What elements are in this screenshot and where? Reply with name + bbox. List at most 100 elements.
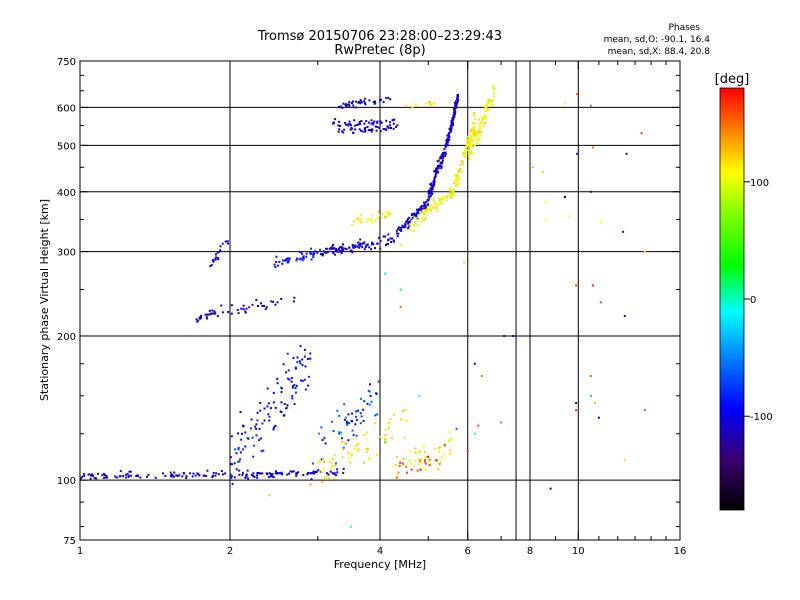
data-point — [395, 475, 398, 477]
data-point — [450, 196, 453, 199]
data-point — [395, 476, 398, 479]
data-point — [402, 458, 405, 460]
data-point — [477, 122, 480, 125]
data-point — [470, 129, 473, 131]
data-point — [374, 100, 376, 103]
data-point — [563, 102, 566, 105]
data-point — [250, 474, 253, 477]
data-point — [415, 211, 418, 214]
data-point — [449, 437, 452, 440]
data-point — [384, 433, 387, 436]
data-point — [446, 141, 449, 144]
data-point — [359, 102, 362, 105]
data-point — [420, 207, 423, 210]
data-point — [351, 100, 354, 103]
data-point — [237, 312, 240, 315]
data-point — [229, 473, 232, 476]
data-point — [512, 335, 515, 337]
data-point — [452, 124, 455, 127]
data-point — [263, 407, 266, 410]
data-point — [424, 451, 426, 454]
data-point — [269, 473, 272, 476]
data-points — [80, 84, 646, 528]
data-point — [448, 132, 451, 135]
data-point — [450, 193, 453, 196]
data-point — [338, 250, 340, 253]
data-point — [290, 380, 293, 383]
data-point — [431, 187, 434, 190]
data-point — [229, 456, 232, 459]
data-point — [425, 209, 428, 212]
data-point — [398, 465, 401, 467]
data-point — [359, 213, 362, 216]
data-point — [392, 413, 395, 416]
data-point — [292, 470, 295, 473]
data-point — [473, 129, 476, 131]
data-point — [435, 206, 438, 209]
data-point — [298, 250, 301, 253]
data-point — [212, 260, 215, 263]
data-point — [435, 202, 438, 205]
data-point — [351, 224, 353, 226]
data-point — [440, 167, 443, 170]
data-point — [226, 240, 229, 243]
data-point — [486, 108, 489, 111]
data-point — [443, 442, 446, 445]
data-point — [197, 473, 200, 476]
data-point — [452, 191, 455, 194]
data-point — [185, 475, 188, 478]
data-point — [368, 403, 371, 406]
data-point — [377, 210, 380, 213]
data-point — [331, 420, 334, 423]
data-point — [440, 456, 443, 459]
data-point — [431, 190, 434, 193]
data-point — [244, 431, 247, 434]
y-tick-label: 600 — [57, 103, 76, 114]
data-point — [272, 428, 275, 431]
data-point — [231, 474, 233, 477]
data-point — [427, 198, 430, 201]
data-point — [367, 121, 370, 124]
data-point — [239, 451, 242, 454]
data-point — [544, 201, 547, 204]
data-point — [454, 180, 457, 183]
data-point — [292, 300, 295, 303]
data-point — [393, 118, 396, 121]
data-point — [248, 306, 251, 309]
data-point — [371, 241, 373, 244]
data-point — [162, 472, 164, 475]
data-point — [130, 474, 133, 477]
colorbar-tick-label: -100 — [750, 412, 773, 423]
data-point — [300, 251, 303, 254]
data-point — [178, 474, 181, 477]
data-point — [288, 257, 291, 260]
data-point — [345, 422, 348, 425]
data-point — [438, 197, 441, 200]
data-point — [362, 434, 365, 437]
data-point — [396, 124, 399, 127]
data-point — [364, 126, 367, 129]
data-point — [271, 473, 274, 475]
data-point — [307, 471, 309, 474]
data-point — [450, 189, 453, 192]
data-point — [444, 144, 447, 147]
data-point — [268, 419, 271, 422]
data-point — [319, 248, 322, 251]
data-point — [260, 302, 262, 305]
data-point — [197, 319, 200, 322]
data-point — [272, 476, 275, 479]
data-point — [599, 301, 602, 304]
data-point — [442, 152, 445, 154]
data-point — [439, 200, 441, 203]
data-point — [351, 251, 354, 254]
data-point — [390, 241, 393, 243]
data-point — [301, 252, 304, 255]
data-point — [643, 250, 646, 253]
data-point — [378, 99, 381, 102]
data-point — [312, 252, 315, 255]
data-point — [473, 145, 476, 147]
data-point — [478, 139, 481, 141]
data-point — [139, 476, 142, 479]
data-point — [230, 476, 233, 479]
data-point — [136, 475, 139, 478]
